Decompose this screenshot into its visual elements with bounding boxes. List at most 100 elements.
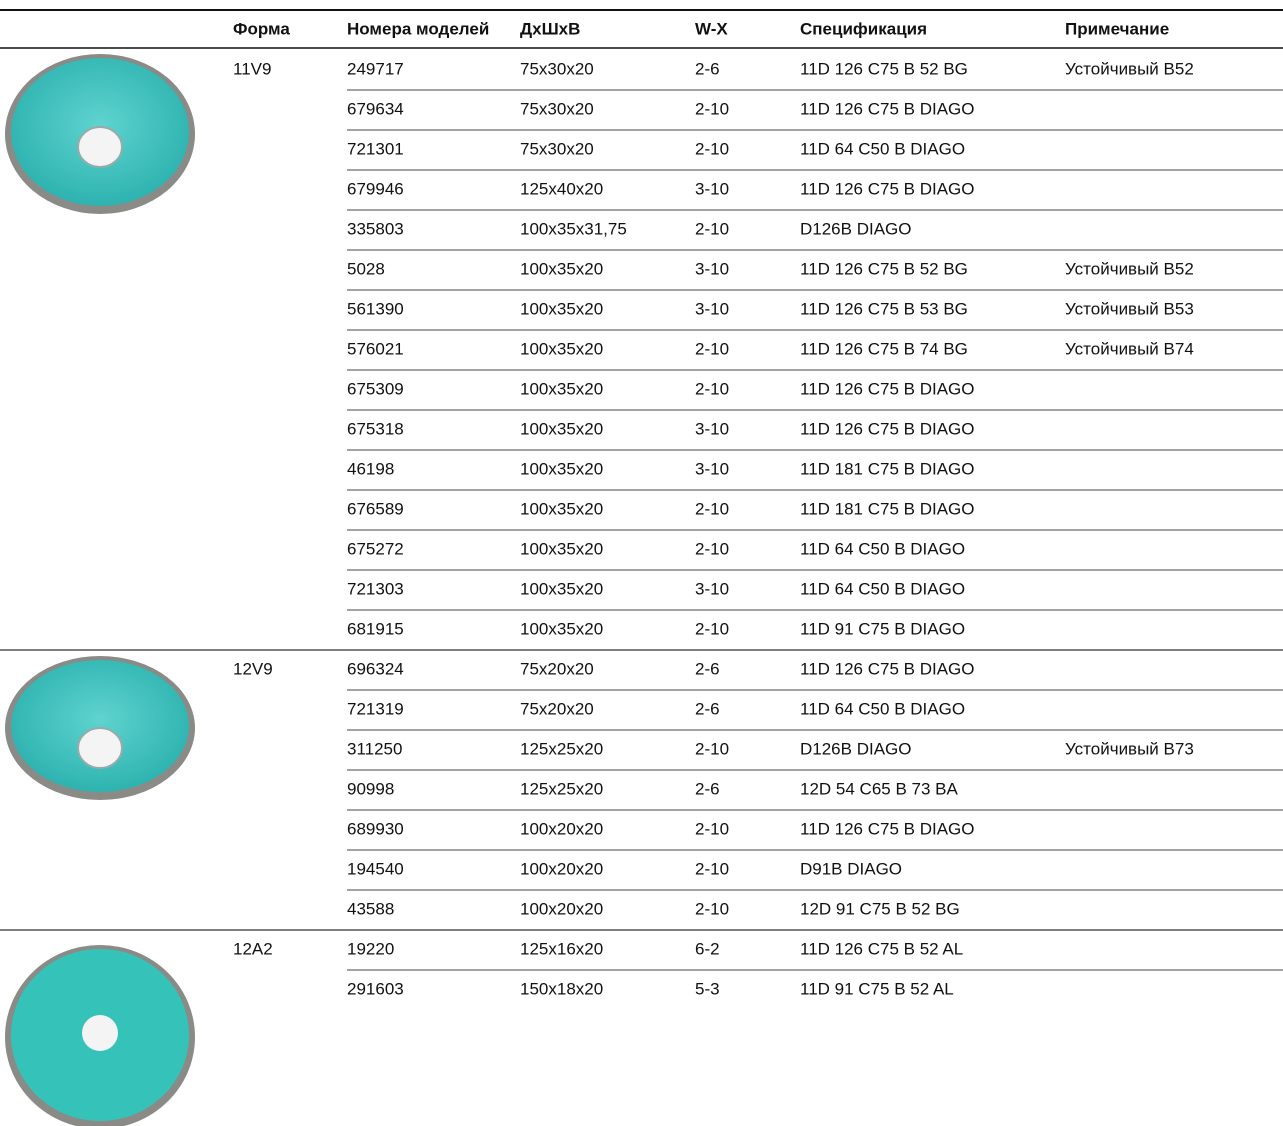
cell: 46198 <box>347 459 394 478</box>
cell: 100x35x31,75 <box>520 219 627 238</box>
cell: Устойчивый B52 <box>1065 59 1194 78</box>
cell: 194540 <box>347 859 404 878</box>
cell: 11D 181 C75 B DIAGO <box>800 499 975 518</box>
cell: 696324 <box>347 659 404 678</box>
form-cell: 11V9 <box>233 59 271 78</box>
cell: 689930 <box>347 819 404 838</box>
cell: Устойчивый B52 <box>1065 259 1194 278</box>
cell: Устойчивый B53 <box>1065 299 1194 318</box>
cell: 11D 91 C75 B DIAGO <box>800 619 965 638</box>
form-cell: 12A2 <box>233 939 273 958</box>
cell: 75x20x20 <box>520 699 594 718</box>
cell: 75x20x20 <box>520 659 594 678</box>
cell: 125x25x20 <box>520 779 603 798</box>
cell: 3-10 <box>695 419 729 438</box>
cell: 12D 54 C65 B 73 BA <box>800 779 958 798</box>
cell: 2-10 <box>695 219 729 238</box>
cell: 11D 126 C75 B 74 BG <box>800 339 968 358</box>
cell: 2-6 <box>695 779 720 798</box>
cell: 2-10 <box>695 619 729 638</box>
cell: 3-10 <box>695 459 729 478</box>
cell: 2-6 <box>695 699 720 718</box>
cell: 11D 91 C75 B 52 AL <box>800 979 954 998</box>
cell: 100x35x20 <box>520 299 603 318</box>
cell: 125x40x20 <box>520 179 603 198</box>
cell: 100x35x20 <box>520 339 603 358</box>
cell: 2-10 <box>695 99 729 118</box>
cell: 100x20x20 <box>520 859 603 878</box>
cell: 249717 <box>347 59 404 78</box>
cell: 100x20x20 <box>520 819 603 838</box>
cell: 681915 <box>347 619 404 638</box>
cell: 3-10 <box>695 579 729 598</box>
cell: 100x35x20 <box>520 499 603 518</box>
cell: 3-10 <box>695 259 729 278</box>
cell: 291603 <box>347 979 404 998</box>
cell: 676589 <box>347 499 404 518</box>
cell: 721319 <box>347 699 404 718</box>
cell: 675318 <box>347 419 404 438</box>
cell: 100x35x20 <box>520 579 603 598</box>
cell: 2-10 <box>695 739 729 758</box>
cell: 11D 64 C50 B DIAGO <box>800 539 965 558</box>
cell: 11D 126 C75 B 53 BG <box>800 299 968 318</box>
cell: 11D 126 C75 B 52 AL <box>800 939 963 958</box>
cell: D126B DIAGO <box>800 219 912 238</box>
cell: 576021 <box>347 339 404 358</box>
cell: Устойчивый B73 <box>1065 739 1194 758</box>
cell: 125x25x20 <box>520 739 603 758</box>
cell: 2-10 <box>695 339 729 358</box>
cell: 721301 <box>347 139 404 158</box>
cell: D91B DIAGO <box>800 859 902 878</box>
cell: 11D 126 C75 B 52 BG <box>800 259 968 278</box>
cell: 2-10 <box>695 539 729 558</box>
cell: 2-10 <box>695 859 729 878</box>
form-cell: 12V9 <box>233 659 273 678</box>
column-header: W-X <box>695 19 728 38</box>
cell: 2-10 <box>695 139 729 158</box>
cell: 100x35x20 <box>520 539 603 558</box>
wheel-image <box>5 945 195 1126</box>
cell: 2-6 <box>695 59 720 78</box>
wheel-image <box>5 54 195 214</box>
cell: 5028 <box>347 259 385 278</box>
cell: 90998 <box>347 779 394 798</box>
wheel-image <box>5 656 195 800</box>
cell: 2-6 <box>695 659 720 678</box>
cell: 100x35x20 <box>520 419 603 438</box>
cell: 100x20x20 <box>520 899 603 918</box>
cell: 11D 64 C50 B DIAGO <box>800 139 965 158</box>
cell: 2-10 <box>695 899 729 918</box>
cell: 75x30x20 <box>520 99 594 118</box>
cell: 19220 <box>347 939 394 958</box>
cell: 11D 126 C75 B DIAGO <box>800 419 975 438</box>
cell: 43588 <box>347 899 394 918</box>
cell: D126B DIAGO <box>800 739 912 758</box>
column-header: Спецификация <box>800 19 927 38</box>
cell: 675309 <box>347 379 404 398</box>
cell: 12D 91 C75 B 52 BG <box>800 899 960 918</box>
cell: 335803 <box>347 219 404 238</box>
cell: 6-2 <box>695 939 720 958</box>
cell: 100x35x20 <box>520 459 603 478</box>
cell: 679634 <box>347 99 404 118</box>
cell: 75x30x20 <box>520 59 594 78</box>
cell: 2-10 <box>695 819 729 838</box>
cell: 561390 <box>347 299 404 318</box>
cell: 2-10 <box>695 499 729 518</box>
cell: 11D 126 C75 B DIAGO <box>800 179 975 198</box>
cell: 721303 <box>347 579 404 598</box>
cell: 11D 181 C75 B DIAGO <box>800 459 975 478</box>
cell: 675272 <box>347 539 404 558</box>
cell: 100x35x20 <box>520 619 603 638</box>
cell: 311250 <box>347 739 402 758</box>
cell: 2-10 <box>695 379 729 398</box>
column-header: Номера моделей <box>347 19 489 38</box>
cell: 150x18x20 <box>520 979 603 998</box>
cell: 11D 126 C75 B DIAGO <box>800 819 975 838</box>
cell: 3-10 <box>695 179 729 198</box>
cell: 11D 126 C75 B DIAGO <box>800 659 975 678</box>
column-header: ДхШхВ <box>520 19 580 38</box>
cell: 11D 126 C75 B 52 BG <box>800 59 968 78</box>
